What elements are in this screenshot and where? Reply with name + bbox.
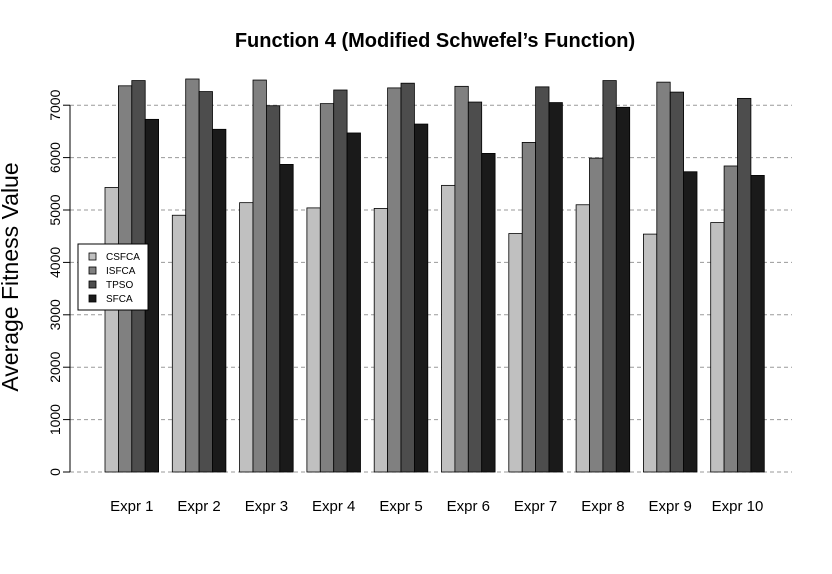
bar-csfca-6: [441, 184, 456, 473]
legend-label-sfca: SFCA: [106, 294, 133, 305]
bar-isfca-7: [521, 142, 537, 473]
bar-isfca-5: [387, 87, 402, 473]
y-tick-label-7: 7000: [47, 89, 63, 120]
x-axis-categories: Expr 1 Expr 2 Expr 3 Expr 4 Expr 5 Expr 6 Expr…: [110, 498, 763, 515]
y-tick-label-3: 3000: [47, 299, 63, 330]
bar-csfca-9: [643, 233, 658, 473]
legend-label-csfca: CSFCA: [106, 252, 140, 263]
x-category-label-6: Expr 6: [447, 498, 490, 515]
bar-csfca-4: [306, 207, 321, 473]
bar-tpso-9: [669, 91, 685, 473]
bar-isfca-8: [589, 157, 604, 473]
x-category-label-2: Expr 2: [177, 498, 220, 515]
x-category-label-5: Expr 5: [379, 498, 422, 515]
y-tick-label-1: 1000: [47, 404, 63, 435]
bar-sfca-7: [548, 102, 563, 473]
bars: [104, 78, 765, 473]
bar-sfca-2: [212, 128, 227, 473]
legend-swatch-sfca: [88, 294, 97, 303]
legend-swatch-tpso: [88, 280, 97, 289]
y-tick-label-2: 2000: [47, 351, 63, 382]
y-axis-label: Average Fitness Value: [0, 162, 23, 391]
bar-isfca-2: [185, 78, 200, 473]
bar-tpso-5: [400, 82, 415, 473]
x-category-label-4: Expr 4: [312, 498, 355, 515]
bar-sfca-6: [481, 153, 496, 473]
bar-isfca-10: [723, 165, 738, 473]
bar-csfca-10: [710, 222, 725, 473]
bar-csfca-3: [239, 202, 254, 473]
x-category-label-10: Expr 10: [712, 498, 764, 515]
bar-tpso-7: [535, 86, 550, 473]
bar-isfca-9: [656, 81, 671, 473]
bar-tpso-10: [737, 97, 752, 473]
bar-csfca-7: [508, 233, 523, 473]
x-category-label-1: Expr 1: [110, 498, 153, 515]
legend: CSFCA ISFCA TPSO SFCA: [77, 243, 149, 311]
y-tick-label-6: 6000: [47, 142, 63, 173]
y-tick-label-4: 4000: [47, 247, 63, 278]
bar-csfca-1: [104, 187, 119, 473]
y-axis: 0 1000 2000 3000 4000 5000 6000 7000: [47, 89, 71, 476]
x-category-label-7: Expr 7: [514, 498, 557, 515]
legend-label-tpso: TPSO: [106, 280, 133, 291]
legend-label-isfca: ISFCA: [106, 266, 136, 277]
bar-sfca-10: [750, 175, 765, 473]
bar-tpso-4: [333, 89, 348, 473]
bar-csfca-2: [171, 214, 187, 473]
bar-isfca-6: [454, 85, 469, 473]
legend-swatch-isfca: [88, 266, 97, 275]
bar-isfca-3: [252, 79, 267, 473]
x-category-label-9: Expr 9: [649, 498, 692, 515]
bar-sfca-8: [615, 106, 631, 473]
bar-csfca-8: [575, 204, 590, 473]
bar-sfca-5: [413, 123, 429, 473]
bar-sfca-4: [346, 132, 361, 473]
chart-title: Function 4 (Modified Schwefel’s Function…: [235, 30, 635, 52]
bar-isfca-4: [319, 103, 335, 473]
bar-csfca-5: [373, 208, 389, 473]
bar-sfca-3: [279, 164, 294, 473]
y-tick-label-0: 0: [47, 468, 63, 476]
x-category-label-3: Expr 3: [245, 498, 288, 515]
bar-tpso-2: [198, 91, 213, 473]
bar-tpso-8: [602, 80, 617, 473]
y-tick-label-5: 5000: [47, 194, 63, 225]
bar-sfca-9: [683, 171, 698, 473]
bar-tpso-6: [467, 101, 483, 473]
x-category-label-8: Expr 8: [581, 498, 624, 515]
legend-swatch-csfca: [88, 252, 97, 261]
bar-tpso-3: [265, 105, 281, 473]
